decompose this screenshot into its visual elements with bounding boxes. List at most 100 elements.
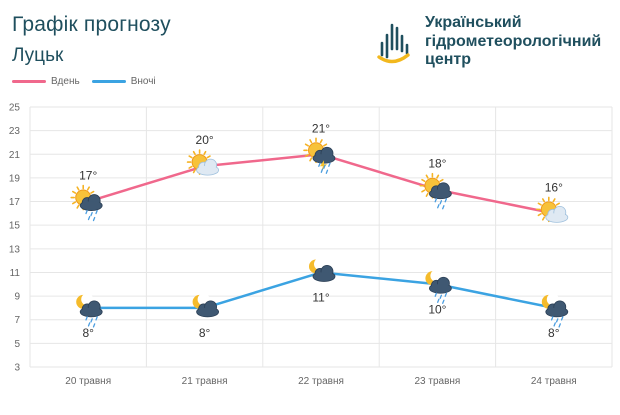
rain-drops <box>85 316 98 328</box>
sun-ray <box>425 192 429 197</box>
rain-drop <box>318 162 321 167</box>
legend-item-day[interactable]: Вдень <box>12 76 80 87</box>
sun-ray <box>304 153 310 158</box>
rain-drop <box>320 168 324 173</box>
rain-drop <box>444 292 448 297</box>
y-tick-label: 11 <box>10 268 21 279</box>
cloud-shape <box>79 300 103 318</box>
rain-drop <box>434 198 438 203</box>
sun-ray <box>537 202 542 206</box>
organization-name-line3: центр <box>425 51 472 68</box>
rain-drop <box>553 322 556 327</box>
sun-ray <box>425 174 429 179</box>
y-tick-label: 13 <box>9 244 21 255</box>
chart-legend: Вдень Вночі <box>12 74 168 88</box>
cloud-part <box>197 307 218 317</box>
rain-drop <box>442 205 445 210</box>
rain-drop <box>92 216 96 222</box>
rain-drops <box>85 209 98 222</box>
sun-cloud-icon <box>535 196 569 223</box>
sun-ray <box>319 139 323 144</box>
sun-ray <box>86 186 90 191</box>
cloud-part <box>80 307 102 317</box>
sun-cloud-thunder-rain-icon <box>303 137 336 174</box>
sun-ray <box>421 189 426 193</box>
rain-drop <box>560 316 564 321</box>
rain-drops <box>434 292 448 304</box>
sun-ray <box>206 155 211 159</box>
x-tick-label: 24 травня <box>531 376 577 387</box>
rain-drop <box>439 294 443 299</box>
day-temperature-label: 21° <box>312 121 330 135</box>
day-temperature-label: 18° <box>428 157 446 171</box>
page-title: Графік прогнозу <box>12 13 171 36</box>
organization-name-line1: Український <box>425 14 522 31</box>
cloud-part <box>430 283 451 293</box>
cloud-shape <box>545 300 569 318</box>
organization-name: Український гідрометеорологічний центр <box>425 14 601 70</box>
cloud-shape <box>428 276 452 294</box>
moon-cloud-icon <box>309 257 336 282</box>
y-tick-label: 19 <box>9 173 21 184</box>
cloud-shape <box>79 194 103 211</box>
day-temperature-label: 20° <box>196 133 214 147</box>
rain-drop <box>442 299 445 304</box>
rain-drops <box>318 162 331 174</box>
cloud-shape <box>312 146 336 164</box>
sun-ray <box>192 150 196 156</box>
y-tick-label: 21 <box>9 150 21 161</box>
sun-ray <box>436 174 440 179</box>
legend-item-night[interactable]: Вночі <box>91 76 156 87</box>
x-tick-label: 23 травня <box>414 376 460 387</box>
legend-swatch-day <box>12 79 46 83</box>
sun-ray <box>90 190 95 194</box>
cloud-part <box>313 272 335 281</box>
rain-drop <box>87 322 91 327</box>
rain-drop <box>444 198 448 203</box>
day-temperature-label: 17° <box>79 169 97 183</box>
sun-ray <box>76 186 80 191</box>
rain-drop <box>85 316 88 321</box>
legend-swatch-night <box>91 79 126 83</box>
legend-label-day: Вдень <box>51 75 80 87</box>
rain-drop <box>90 318 93 323</box>
cloud-shape <box>196 158 220 176</box>
sun-ray <box>192 169 196 174</box>
night-temperature-label: 11° <box>312 290 329 304</box>
night-temperature-label: 10° <box>428 302 446 316</box>
y-tick-label: 17 <box>9 197 21 208</box>
rain-drop <box>439 200 443 205</box>
rain-drop <box>325 169 329 174</box>
x-tick-label: 20 травня <box>65 376 111 387</box>
cloud-part <box>313 153 335 163</box>
cloud-part <box>197 165 218 175</box>
rain-drop <box>90 211 93 217</box>
cloud-shape <box>428 182 452 200</box>
night-temperature-label: 8° <box>199 326 211 340</box>
moon-cloud-rain-icon <box>76 293 103 328</box>
sun-ray <box>309 139 313 144</box>
sun-ray <box>421 178 426 183</box>
sun-ray <box>322 143 328 147</box>
rain-drop <box>558 323 561 328</box>
sun-ray <box>72 190 77 194</box>
rain-drop <box>323 164 326 169</box>
sun-ray <box>541 216 546 221</box>
sun-cloud-icon <box>186 149 220 176</box>
rain-drop <box>437 298 440 303</box>
y-tick-label: 3 <box>14 363 20 374</box>
sun-ray <box>76 204 80 209</box>
y-tick-label: 15 <box>9 221 21 232</box>
cloud-part <box>430 189 451 199</box>
rain-drops <box>434 198 448 210</box>
sun-ray <box>72 201 77 205</box>
rain-drop <box>437 204 440 209</box>
water-drop-logo-icon <box>377 23 410 64</box>
sun-ray <box>541 198 546 203</box>
cloud-shape <box>545 205 569 223</box>
night-temperature-label: 8° <box>82 326 94 340</box>
cloud-part <box>546 213 568 222</box>
cloud-part <box>80 201 102 210</box>
x-tick-label: 21 травня <box>182 376 228 387</box>
y-tick-label: 5 <box>14 339 20 350</box>
